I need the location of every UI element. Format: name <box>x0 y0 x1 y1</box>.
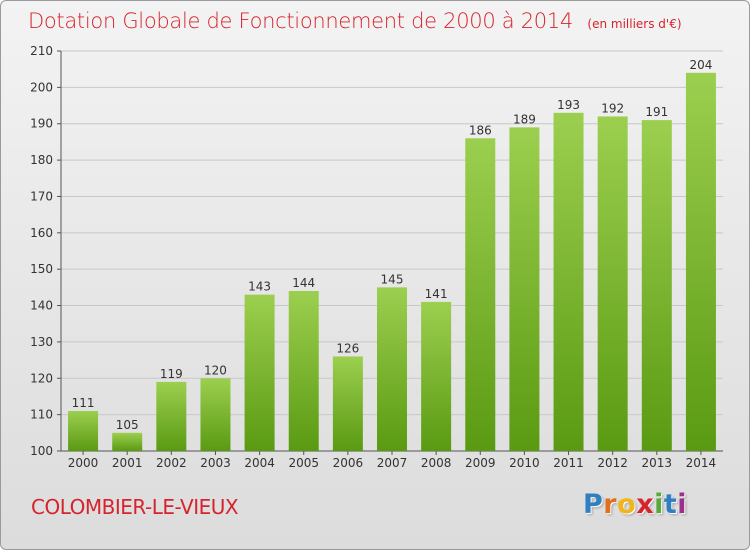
x-tick-label: 2000 <box>68 456 99 470</box>
data-label: 191 <box>645 105 668 119</box>
y-tick-label: 180 <box>30 153 53 167</box>
logo-letter: o <box>617 489 637 520</box>
x-tick-label: 2008 <box>421 456 452 470</box>
bar <box>509 127 540 451</box>
data-label: 193 <box>557 98 580 112</box>
data-label: 126 <box>336 341 359 355</box>
logo-letter: x <box>636 489 655 520</box>
y-tick-label: 190 <box>30 117 53 131</box>
x-tick-label: 2010 <box>509 456 540 470</box>
bar <box>465 138 496 452</box>
y-tick-label: 100 <box>30 444 53 458</box>
bar <box>641 120 672 451</box>
y-tick-label: 170 <box>30 189 53 203</box>
bar <box>68 411 99 451</box>
bar <box>685 72 716 452</box>
bar <box>156 381 187 451</box>
bar <box>377 287 407 451</box>
data-label: 145 <box>381 272 404 286</box>
bar <box>553 112 584 452</box>
x-tick-label: 2004 <box>244 456 275 470</box>
logo-letter: P <box>583 489 604 520</box>
y-tick-label: 120 <box>30 371 53 385</box>
data-label: 186 <box>469 123 492 137</box>
proxiti-logo: Proxiti <box>583 489 687 520</box>
commune-name: COLOMBIER-LE-VIEUX <box>31 495 239 519</box>
title-row: Dotation Globale de Fonctionnement de 20… <box>28 9 682 33</box>
data-label: 144 <box>292 276 315 290</box>
x-tick-label: 2002 <box>156 456 187 470</box>
data-label: 120 <box>204 363 227 377</box>
y-tick-label: 150 <box>30 262 53 276</box>
data-label: 141 <box>425 287 448 301</box>
y-tick-label: 160 <box>30 226 53 240</box>
data-label: 111 <box>72 396 95 410</box>
x-tick-label: 2011 <box>553 456 584 470</box>
data-label: 189 <box>513 112 536 126</box>
y-tick-label: 130 <box>30 335 53 349</box>
logo-letter: i <box>677 489 688 520</box>
x-tick-label: 2014 <box>686 456 717 470</box>
logo-letter: t <box>663 489 678 520</box>
bar <box>288 291 319 451</box>
y-tick-label: 200 <box>30 80 53 94</box>
data-label: 192 <box>601 101 624 115</box>
y-tick-label: 210 <box>30 44 53 58</box>
bar <box>112 432 143 451</box>
data-label: 143 <box>248 280 271 294</box>
x-tick-label: 2006 <box>333 456 364 470</box>
bar <box>200 378 231 451</box>
x-tick-label: 2013 <box>642 456 673 470</box>
bar <box>597 116 628 452</box>
x-tick-label: 2003 <box>200 456 231 470</box>
data-label: 119 <box>160 367 183 381</box>
x-tick-label: 2005 <box>288 456 319 470</box>
logo-letter: i <box>654 489 664 520</box>
x-tick-label: 2009 <box>465 456 496 470</box>
data-label: 204 <box>689 58 712 72</box>
bar <box>244 294 275 451</box>
bar <box>421 301 452 451</box>
data-label: 105 <box>116 418 139 432</box>
chart-title: Dotation Globale de Fonctionnement de 20… <box>28 9 573 33</box>
chart-subtitle: (en milliers d'€) <box>587 17 682 31</box>
y-tick-label: 110 <box>30 408 53 422</box>
bar <box>332 356 363 451</box>
logo-letter: r <box>603 489 618 520</box>
x-tick-label: 2001 <box>112 456 143 470</box>
y-tick-label: 140 <box>30 299 53 313</box>
x-tick-label: 2007 <box>377 456 408 470</box>
x-tick-label: 2012 <box>597 456 628 470</box>
